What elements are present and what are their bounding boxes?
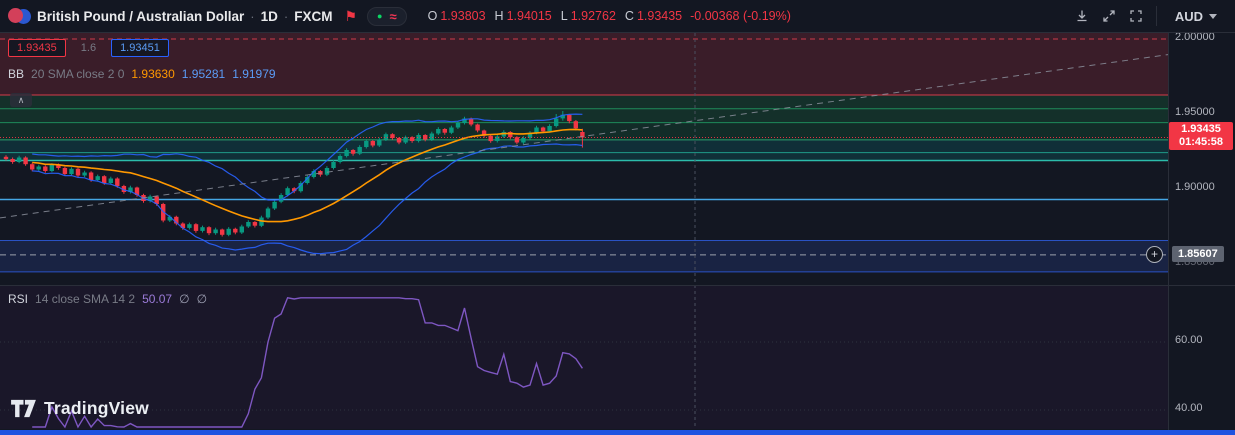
bb-upper-value: 1.95281 — [181, 67, 226, 81]
plus-circle-icon[interactable]: + — [1146, 245, 1163, 263]
strategy-wave-icon: ≈ — [389, 8, 397, 24]
tradingview-logo[interactable]: TradingView — [10, 398, 149, 419]
chevron-up-icon: ∧ — [17, 94, 25, 105]
bar-countdown: 01:45:58 — [1178, 136, 1224, 149]
low-value: 1.92762 — [570, 9, 616, 23]
signal-pill[interactable]: ● ≈ — [367, 6, 407, 26]
empty-set-icon: ∅ — [196, 292, 208, 306]
symbol-pair-icon[interactable] — [8, 7, 32, 25]
price-tag-row: 1.93435 1.6 1.93451 — [8, 39, 169, 57]
separator-dot: · — [283, 8, 289, 24]
low-label: L — [560, 9, 568, 23]
exchange-label: FXCM — [294, 8, 333, 24]
current-price-badge: 1.93435 01:45:58 — [1169, 122, 1233, 151]
fullscreen-icon — [1130, 10, 1142, 22]
close-value: 1.93435 — [636, 9, 683, 23]
empty-set-icon: ∅ — [179, 292, 190, 306]
open-value: 1.93803 — [440, 9, 486, 23]
rsi-params: 14 close SMA 14 2 — [35, 292, 136, 306]
scale-text: 1.6 — [80, 42, 97, 54]
currency-label: AUD — [1174, 8, 1203, 24]
bottom-accent-bar — [0, 430, 1235, 435]
bb-params: 20 SMA close 2 0 — [31, 67, 125, 81]
rsi-value: 50.07 — [142, 292, 173, 306]
chevron-down-icon — [1209, 13, 1217, 19]
rsi-title[interactable]: RSI — [8, 292, 29, 306]
price-axis[interactable]: 2.00000 1.95000 1.90000 1.85000 1.85607 … — [1168, 0, 1235, 435]
open-label: O — [427, 9, 438, 23]
tradingview-mark-icon — [11, 399, 36, 418]
change-value: -0.00368 (-0.19%) — [690, 9, 791, 23]
level-price-badge: 1.85607 — [1172, 245, 1224, 262]
price-tag-blue[interactable]: 1.93451 — [111, 39, 169, 57]
flag-icon[interactable]: ⚑ — [344, 7, 358, 24]
axis-label: 2.00000 — [1175, 31, 1215, 43]
bb-title[interactable]: BB — [8, 67, 25, 81]
bb-lower-value: 1.91979 — [232, 67, 276, 81]
pane-separator[interactable] — [0, 285, 1235, 286]
axis-border — [1168, 0, 1169, 435]
bb-indicator-legend[interactable]: BB 20 SMA close 2 0 1.93630 1.95281 1.91… — [8, 67, 276, 81]
toolbar-divider — [1155, 6, 1157, 26]
download-icon — [1077, 10, 1087, 22]
symbol-button[interactable]: British Pound / Australian Dollar — [37, 8, 245, 24]
axis-label: 1.95000 — [1175, 106, 1215, 118]
axis-label: 1.90000 — [1175, 181, 1215, 193]
green-dot-icon: ● — [377, 10, 383, 21]
rsi-axis-label: 60.00 — [1175, 334, 1203, 346]
high-value: 1.94015 — [506, 9, 552, 23]
rsi-indicator-legend[interactable]: RSI 14 close SMA 14 2 50.07 ∅ ∅ — [8, 292, 207, 306]
high-label: H — [494, 9, 504, 23]
expand-button[interactable] — [1096, 4, 1123, 28]
price-tag-red[interactable]: 1.93435 — [8, 39, 66, 57]
rsi-axis-label: 40.00 — [1175, 402, 1203, 414]
toolbar-right-group: AUD — [1069, 4, 1227, 28]
interval-button[interactable]: 1D — [260, 8, 278, 24]
pane-collapse-button[interactable]: ∧ — [10, 93, 32, 107]
fullscreen-button[interactable] — [1123, 4, 1150, 28]
expand-icon — [1103, 10, 1115, 22]
current-price-value: 1.93435 — [1181, 123, 1221, 136]
tradingview-logo-text: TradingView — [44, 398, 149, 418]
download-button[interactable] — [1069, 4, 1096, 28]
chart-toolbar: British Pound / Australian Dollar · 1D ·… — [0, 0, 1235, 33]
bb-basis-value: 1.93630 — [131, 67, 175, 81]
currency-button[interactable]: AUD — [1165, 7, 1227, 26]
close-label: C — [624, 9, 634, 23]
separator-dot: · — [250, 8, 255, 24]
ohlc-readout: O 1.93803 H 1.94015 L 1.92762 C 1.93435 … — [419, 9, 791, 23]
